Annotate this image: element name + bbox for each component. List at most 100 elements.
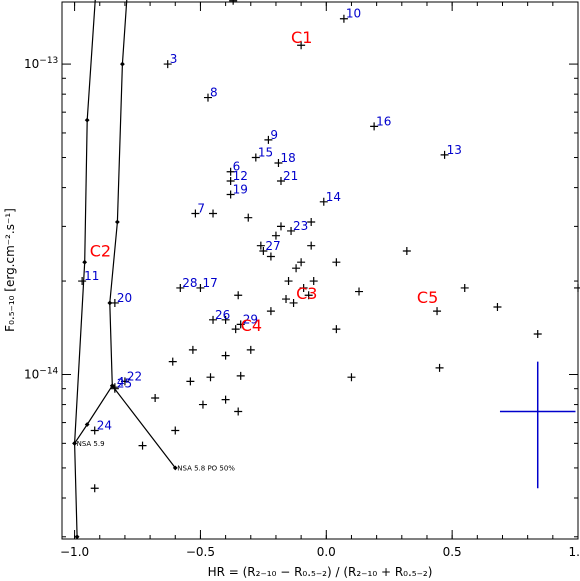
x-axis-title: HR = (R₂₋₁₀ − R₀.₅₋₂) / (R₂₋₁₀ + R₀.₅₋₂)	[208, 565, 433, 579]
source-marker	[138, 441, 147, 450]
source-marker	[221, 315, 230, 324]
curve-node	[84, 117, 90, 123]
source-marker	[186, 377, 195, 386]
source-marker-29	[236, 320, 245, 329]
curve-label: NSA 5.9	[77, 440, 105, 448]
source-marker-15	[251, 153, 260, 162]
source-marker-19	[226, 190, 235, 199]
error-bar	[499, 361, 576, 489]
source-label-13: 13	[447, 143, 462, 157]
source-marker-7	[191, 209, 200, 218]
source-marker	[307, 241, 316, 250]
source-marker-28	[176, 283, 185, 292]
source-label-18: 18	[280, 151, 295, 165]
source-marker	[168, 357, 177, 366]
source-marker	[151, 393, 160, 402]
source-marker-13	[440, 150, 449, 159]
source-marker-14	[319, 197, 328, 206]
source-marker-25	[110, 384, 119, 393]
curve-node	[172, 465, 178, 471]
source-marker-12	[226, 177, 235, 186]
curve-node	[120, 61, 125, 67]
source-label-7: 7	[197, 202, 205, 216]
source-marker	[297, 258, 306, 267]
curve-node	[74, 534, 80, 540]
source-label-19: 19	[233, 183, 248, 197]
source-marker-2	[229, 0, 238, 5]
curve-node	[84, 422, 90, 427]
region-label-c1: C1	[291, 28, 312, 47]
source-marker	[271, 231, 280, 240]
source-marker	[90, 484, 99, 493]
region-label-c4: C4	[241, 316, 262, 335]
source-marker	[347, 373, 356, 382]
source-marker-18	[274, 159, 283, 168]
source-label-20: 20	[117, 291, 132, 305]
model-curve-3	[74, 384, 176, 469]
source-marker-17	[196, 283, 205, 292]
x-tick-label: 0.0	[317, 545, 336, 559]
curve-label: NSA 5.8 PO 50%	[177, 464, 235, 472]
source-label-29: 29	[243, 312, 258, 326]
source-marker	[292, 264, 301, 273]
curve-node	[82, 259, 88, 265]
source-label-22: 22	[127, 369, 142, 383]
source-marker-22	[120, 377, 129, 386]
source-marker-23	[287, 226, 296, 235]
source-marker	[244, 213, 253, 222]
source-marker	[209, 209, 218, 218]
source-marker	[309, 277, 318, 286]
source-label-11: 11	[84, 269, 99, 283]
source-label-27: 27	[265, 239, 280, 253]
region-label-c2: C2	[90, 241, 111, 260]
source-marker	[206, 373, 215, 382]
region-label-c3: C3	[296, 284, 317, 303]
model-curve-2	[109, 0, 128, 386]
source-marker	[246, 345, 255, 354]
source-marker	[171, 426, 180, 435]
source-marker	[221, 395, 230, 404]
source-marker-20	[110, 298, 119, 307]
source-marker-16	[370, 122, 379, 131]
source-marker	[332, 258, 341, 267]
region-label-c5: C5	[417, 288, 438, 307]
source-marker	[433, 307, 442, 316]
source-label-8: 8	[210, 86, 218, 100]
axis-ticks: −1.0 −0.5 0.0 0.5 1.0 10−14 10−13	[24, 2, 580, 559]
source-label-9: 9	[270, 128, 278, 142]
source-marker	[533, 330, 542, 339]
y-tick-label: 10−13	[24, 56, 58, 71]
source-label-26: 26	[215, 308, 230, 322]
source-label-17: 17	[202, 276, 217, 290]
source-marker	[234, 407, 243, 416]
source-marker	[266, 252, 275, 261]
x-tick-label: 1.0	[568, 545, 580, 559]
y-tick-label: 10−14	[24, 366, 59, 381]
source-label-12: 12	[233, 169, 248, 183]
source-marker	[234, 291, 243, 300]
source-markers	[78, 0, 580, 493]
source-marker	[284, 277, 293, 286]
curve-node	[114, 219, 120, 225]
source-label-2: 2	[235, 0, 243, 3]
source-label-15: 15	[258, 146, 273, 160]
source-marker	[304, 291, 313, 300]
source-marker-26	[209, 315, 218, 324]
source-marker-21	[276, 177, 285, 186]
source-marker	[188, 345, 197, 354]
source-marker	[198, 400, 207, 409]
source-marker	[493, 302, 502, 311]
source-marker	[282, 295, 291, 304]
source-marker	[236, 371, 245, 380]
source-marker-6	[226, 167, 235, 176]
source-marker	[297, 41, 306, 50]
source-label-23: 23	[293, 219, 308, 233]
source-label-3: 3	[170, 52, 178, 66]
source-marker	[574, 283, 580, 292]
plot-frame	[61, 1, 579, 540]
source-marker	[221, 351, 230, 360]
source-marker-9	[264, 135, 273, 144]
source-label-24: 24	[97, 418, 112, 432]
